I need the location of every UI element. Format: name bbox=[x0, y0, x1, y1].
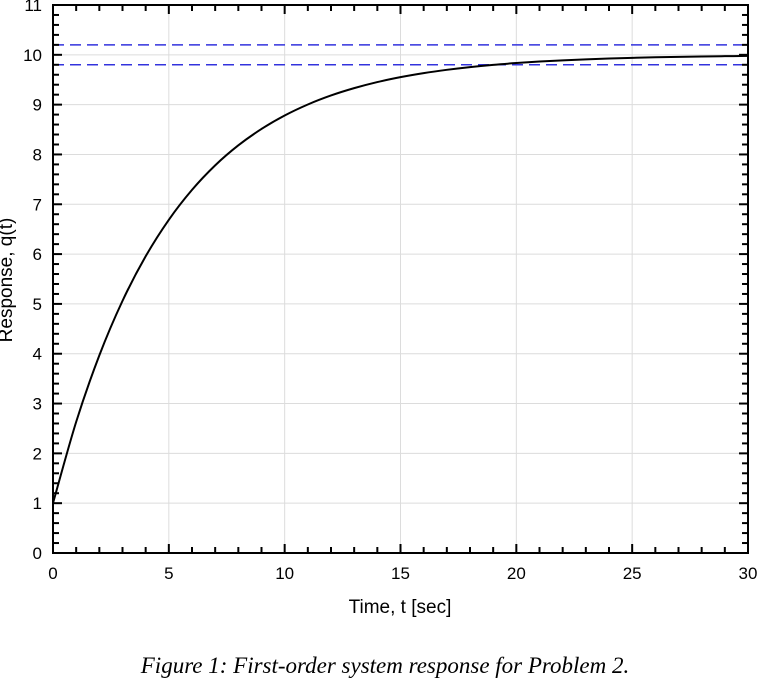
y-tick-label: 11 bbox=[24, 0, 42, 15]
x-tick-label: 0 bbox=[48, 564, 57, 583]
x-tick-label: 30 bbox=[739, 564, 758, 583]
y-tick-label: 9 bbox=[33, 96, 42, 115]
x-tick-label: 25 bbox=[623, 564, 642, 583]
x-tick-label: 10 bbox=[275, 564, 294, 583]
x-tick-label: 20 bbox=[507, 564, 526, 583]
series bbox=[52, 54, 749, 504]
y-tick-label: 1 bbox=[33, 494, 42, 513]
y-tick-label: 7 bbox=[33, 195, 42, 214]
y-tick-label: 8 bbox=[33, 145, 42, 164]
y-tick-label: 6 bbox=[33, 245, 42, 264]
figure-caption: Figure 1: First-order system response fo… bbox=[140, 653, 629, 678]
ticks bbox=[52, 4, 749, 554]
y-tick-label: 4 bbox=[33, 345, 42, 364]
tick-labels: 0 5 10 15 20 25 30 0 1 2 3 4 5 6 7 8 9 10 11 bbox=[23, 0, 757, 583]
y-axis-label: Response, q(t) bbox=[0, 218, 17, 343]
y-tick-label: 3 bbox=[33, 395, 42, 414]
reference-lines bbox=[53, 44, 748, 66]
y-tick-label: 5 bbox=[33, 295, 42, 314]
x-tick-label: 15 bbox=[391, 564, 410, 583]
x-tick-label: 5 bbox=[164, 564, 173, 583]
y-tick-label: 0 bbox=[33, 544, 42, 563]
response-curve bbox=[52, 54, 749, 504]
x-axis-label: Time, t [sec] bbox=[349, 597, 452, 618]
grid bbox=[52, 4, 749, 554]
y-tick-label: 10 bbox=[23, 46, 42, 65]
y-tick-label: 2 bbox=[33, 444, 42, 463]
